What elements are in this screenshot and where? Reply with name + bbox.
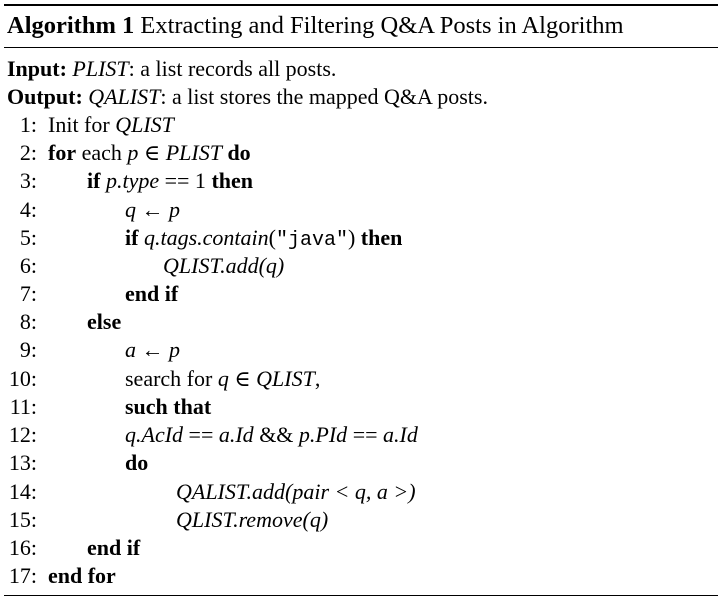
- algorithm-line: 5: if q.tags.contain("java") then: [0, 224, 724, 252]
- line-number: 13:: [8, 450, 37, 475]
- line-code: if p.type == 1 then: [87, 168, 253, 193]
- line-number: 15:: [8, 507, 37, 532]
- algorithm-line: 12: q.AcId == a.Id && p.PId == a.Id: [0, 421, 724, 449]
- input-label: Input:: [7, 56, 67, 81]
- line-code: do: [125, 450, 149, 475]
- input-var: PLIST: [72, 56, 129, 81]
- line-number: 8:: [19, 309, 37, 334]
- line-code: QLIST.remove(q): [176, 507, 329, 532]
- line-number: 6:: [19, 253, 37, 278]
- algorithm-line: 15: QLIST.remove(q): [0, 506, 724, 534]
- algorithm-line: 4: q ← p: [0, 196, 724, 224]
- line-code: QALIST.add(pair < q, a >): [176, 479, 416, 504]
- algorithm-caption: Algorithm 1 Extracting and Filtering Q&A…: [7, 8, 624, 44]
- line-number: 17:: [8, 563, 37, 588]
- line-number: 1:: [19, 112, 37, 137]
- line-code: q ← p: [125, 197, 180, 222]
- input-desc: : a list records all posts.: [128, 56, 337, 81]
- line-code: end for: [48, 563, 116, 588]
- algorithm-line: 14: QALIST.add(pair < q, a >): [0, 478, 724, 506]
- output-desc: : a list stores the mapped Q&A posts.: [160, 84, 488, 109]
- algorithm-line: 7: end if: [0, 280, 724, 308]
- top-rule: [4, 4, 718, 6]
- line-code: such that: [125, 394, 212, 419]
- line-number: 16:: [8, 535, 37, 560]
- line-code: q.AcId == a.Id && p.PId == a.Id: [125, 422, 418, 447]
- line-code: else: [87, 309, 122, 334]
- algorithm-label: Algorithm 1: [7, 12, 135, 39]
- line-number: 4:: [19, 197, 37, 222]
- algorithm-line: 16: end if: [0, 534, 724, 562]
- output-var: QALIST: [88, 84, 161, 109]
- algorithm-line: 1: Init for QLIST: [0, 111, 724, 139]
- line-code: QLIST.add(q): [163, 253, 285, 278]
- input-line: Input: PLIST: a list records all posts.: [7, 55, 336, 83]
- line-code: end if: [87, 535, 141, 560]
- output-label: Output:: [7, 84, 83, 109]
- line-code: search for q ∈ QLIST,: [125, 366, 321, 391]
- algorithm-line: 17: end for: [0, 562, 724, 590]
- bottom-rule: [4, 595, 718, 596]
- line-code: Init for QLIST: [48, 112, 174, 137]
- line-number: 3:: [19, 168, 37, 193]
- algorithm-line: 2: for each p ∈ PLIST do: [0, 139, 724, 167]
- line-code: a ← p: [125, 337, 180, 362]
- line-number: 12:: [8, 422, 37, 447]
- line-number: 11:: [9, 394, 37, 419]
- line-code: if q.tags.contain("java") then: [125, 225, 403, 252]
- line-number: 14:: [8, 479, 37, 504]
- line-number: 10:: [8, 366, 37, 391]
- caption-rule: [4, 47, 718, 48]
- line-number: 9:: [19, 337, 37, 362]
- output-line: Output: QALIST: a list stores the mapped…: [7, 83, 488, 111]
- line-code: for each p ∈ PLIST do: [48, 140, 251, 165]
- algorithm-title: Extracting and Filtering Q&A Posts in Al…: [140, 12, 624, 39]
- line-code: end if: [125, 281, 179, 306]
- algorithm-line: 11: such that: [0, 393, 724, 421]
- algorithm-line: 9: a ← p: [0, 336, 724, 364]
- algorithm-line: 8: else: [0, 308, 724, 336]
- algorithm-line: 10: search for q ∈ QLIST,: [0, 365, 724, 393]
- line-number: 5:: [19, 225, 37, 250]
- algorithm-line: 13: do: [0, 449, 724, 477]
- algorithm-line: 3: if p.type == 1 then: [0, 167, 724, 195]
- algorithm-line: 6: QLIST.add(q): [0, 252, 724, 280]
- line-number: 7:: [19, 281, 37, 306]
- line-number: 2:: [19, 140, 37, 165]
